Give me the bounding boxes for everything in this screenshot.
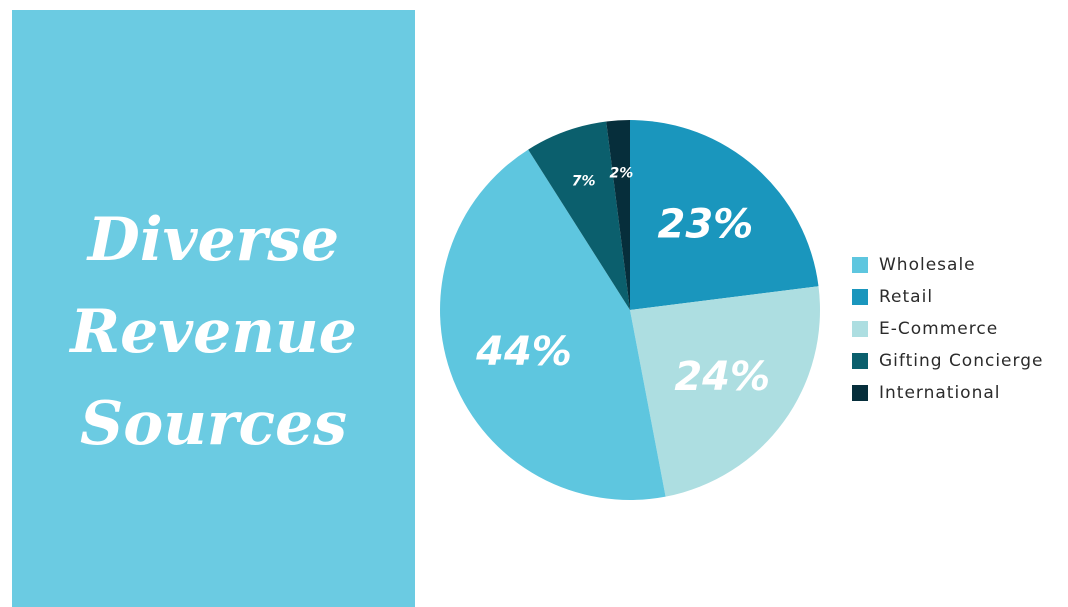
pie-slice-e-commerce bbox=[630, 286, 820, 497]
slice-label-international: 2% bbox=[610, 165, 634, 181]
pie-chart: 23% 24% 44% 7% 2% bbox=[440, 120, 820, 500]
title-line-2: Revenue bbox=[70, 297, 357, 367]
legend-item-e-commerce: E-Commerce bbox=[852, 313, 1043, 345]
pie-slices bbox=[440, 120, 820, 500]
legend-swatch-international bbox=[852, 385, 868, 401]
slice-label-wholesale: 44% bbox=[475, 329, 572, 375]
slice-label-retail: 23% bbox=[658, 201, 754, 247]
pie-slice-retail bbox=[630, 120, 819, 310]
legend-swatch-wholesale bbox=[852, 257, 868, 273]
title-line-3: Sources bbox=[79, 389, 348, 459]
chart-legend: Wholesale Retail E-Commerce Gifting Concier… bbox=[852, 249, 1043, 409]
pie-slice-wholesale bbox=[440, 149, 666, 500]
pie-slice-gifting-concierge bbox=[528, 121, 630, 310]
legend-item-international: International bbox=[852, 377, 1043, 409]
legend-swatch-gifting-concierge bbox=[852, 353, 868, 369]
legend-label-gifting-concierge: Gifting Concierge bbox=[879, 351, 1044, 371]
legend-item-retail: Retail bbox=[852, 281, 1043, 313]
title-panel: Diverse Revenue Sources bbox=[12, 10, 415, 607]
legend-swatch-e-commerce bbox=[852, 321, 868, 337]
pie-slice-international bbox=[606, 120, 630, 310]
title-line-1: Diverse bbox=[87, 205, 340, 275]
legend-swatch-retail bbox=[852, 289, 868, 305]
legend-item-gifting-concierge: Gifting Concierge bbox=[852, 345, 1043, 377]
pie-slice-labels: 23% 24% 44% 7% 2% bbox=[475, 165, 770, 400]
legend-label-wholesale: Wholesale bbox=[879, 255, 976, 275]
legend-label-retail: Retail bbox=[879, 287, 934, 307]
page-title: Diverse Revenue Sources bbox=[12, 194, 415, 470]
legend-item-wholesale: Wholesale bbox=[852, 249, 1043, 281]
legend-label-e-commerce: E-Commerce bbox=[879, 319, 999, 339]
legend-label-international: International bbox=[879, 383, 1001, 403]
slice-label-gifting-concierge: 7% bbox=[572, 173, 596, 189]
slice-label-e-commerce: 24% bbox=[674, 354, 770, 400]
